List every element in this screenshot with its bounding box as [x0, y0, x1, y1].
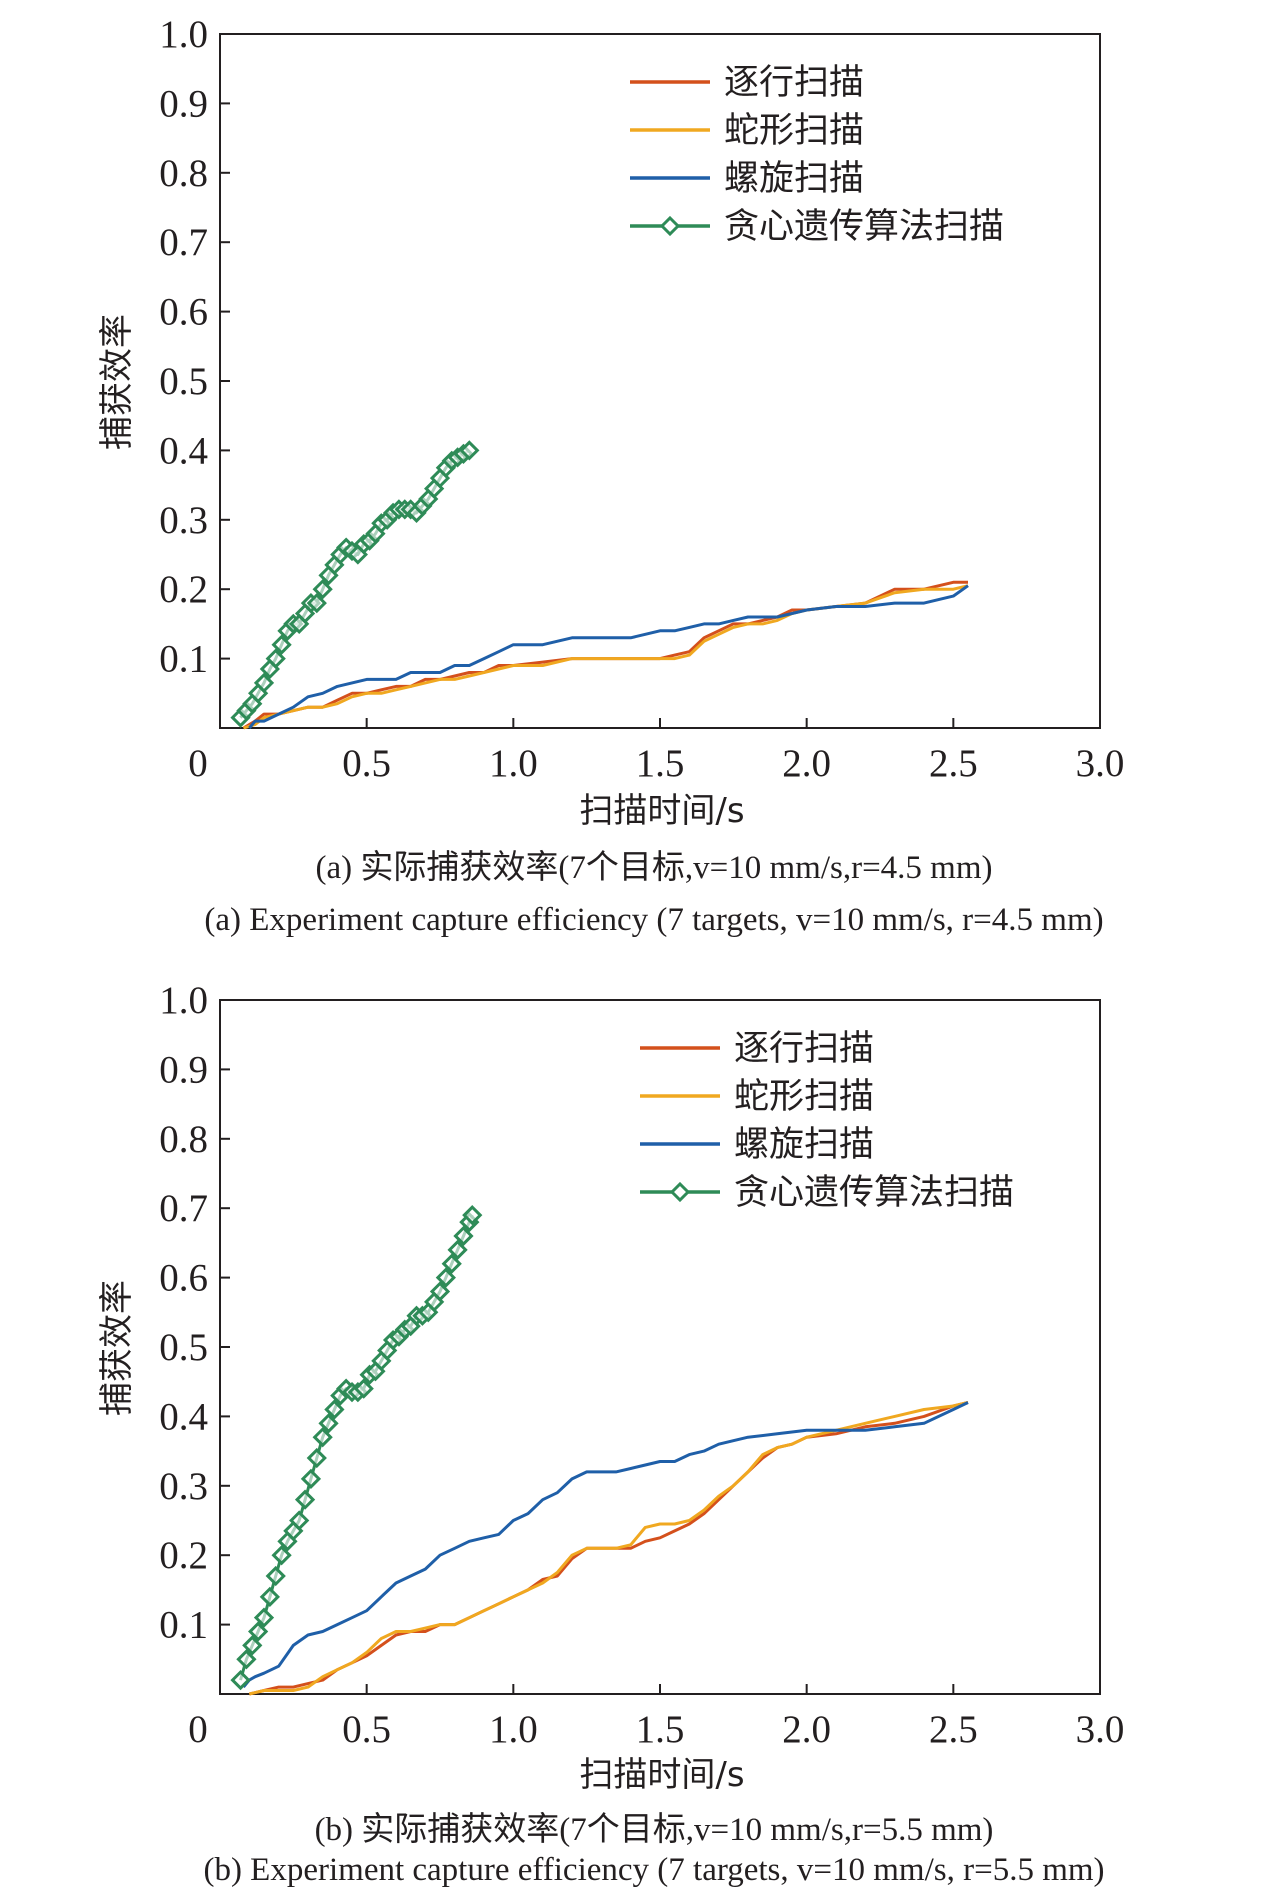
legend-label-a-0: 逐行扫描: [724, 63, 864, 103]
plot-frame-b: [219, 999, 1101, 1695]
chart-panel-b: 0 0.5 1.0 1.5 2.0 2.5 3.0 0.1 0.2 0.3 0.4 0.5 0.6 0.7…: [97, 979, 1124, 1888]
series-point-b-3-12: [300, 1468, 322, 1489]
series-point-b-3-36: [441, 1253, 462, 1274]
series-point-b-3-35: [435, 1267, 456, 1288]
y-tick-label-a-4: 0.5: [159, 360, 208, 403]
x-tick-label-a-6: 3.0: [1076, 742, 1125, 785]
y-tick-label-b-3: 0.4: [159, 1395, 208, 1438]
y-axis-label-b: 捕获效率: [97, 1280, 137, 1416]
y-axis-label-a: 捕获效率: [97, 314, 137, 450]
series-line-a-2: [248, 584, 969, 729]
y-tick-label-b-9: 1.0: [159, 979, 208, 1022]
series-point-b-3-3: [248, 1621, 269, 1642]
x-tick-label-a-3: 1.5: [636, 742, 685, 785]
x-tick-label-b-1: 0.5: [342, 1708, 391, 1751]
series-line-a-0: [242, 580, 968, 730]
y-tick-label-b-5: 0.6: [159, 1257, 208, 1300]
y-tick-label-a-8: 0.9: [159, 82, 208, 125]
x-tick-label-b-5: 2.5: [929, 1708, 978, 1751]
y-tick-label-b-4: 0.5: [159, 1326, 208, 1369]
x-tick-label-b-4: 2.0: [782, 1708, 831, 1751]
series-point-a-3-14: [312, 579, 333, 600]
y-tick-label-b-2: 0.3: [159, 1465, 208, 1508]
series-point-b-3-1: [236, 1649, 257, 1670]
series-point-b-3-16: [324, 1399, 345, 1420]
plot-area-a: 0 0.5 1.0 1.5 2.0 2.5 3.0 0.1 0.2 0.3 0.4 0.5 0.6 0.7…: [159, 13, 1124, 785]
legend-label-b-0: 逐行扫描: [734, 1029, 874, 1069]
series-point-a-3-6: [265, 648, 286, 669]
series-point-b-3-11: [294, 1489, 316, 1510]
caption-cn-a: (a) 实际捕获效率(7个目标,v=10 mm/s,r=4.5 mm): [316, 849, 993, 886]
y-tick-label-b-0: 0.1: [159, 1604, 208, 1647]
series-point-b-3-15: [318, 1413, 339, 1434]
series-point-b-3-37: [447, 1239, 468, 1260]
legend-label-b-2: 螺旋扫描: [734, 1125, 874, 1165]
legend-marker-b-3: [669, 1181, 691, 1203]
x-tick-label-a-5: 2.5: [929, 742, 978, 785]
plot-frame-a: [219, 33, 1101, 729]
y-tick-label-a-2: 0.3: [159, 499, 208, 542]
series-point-b-3-4: [253, 1607, 275, 1628]
series-point-b-3-14: [312, 1427, 333, 1448]
plot-area-b: 0 0.5 1.0 1.5 2.0 2.5 3.0 0.1 0.2 0.3 0.4 0.5 0.6 0.7…: [159, 979, 1124, 1751]
x-tick-label-b-6: 3.0: [1076, 1708, 1125, 1751]
series-point-b-3-6: [265, 1565, 286, 1587]
series-point-b-3-7: [271, 1545, 292, 1566]
x-tick-label-a-4: 2.0: [782, 742, 831, 785]
y-tick-label-a-3: 0.4: [159, 429, 208, 472]
series-point-a-3-39: [459, 440, 480, 461]
series-point-b-3-38: [453, 1225, 474, 1247]
caption-en-a: (a) Experiment capture efficiency (7 tar…: [204, 902, 1103, 938]
series-point-b-3-13: [306, 1447, 327, 1469]
series-point-b-3-2: [242, 1635, 263, 1656]
caption-en-b: (b) Experiment capture efficiency (7 tar…: [203, 1852, 1104, 1888]
x-axis-label-b: 扫描时间/s: [579, 1755, 744, 1795]
x-tick-label-b-2: 1.0: [489, 1708, 538, 1751]
y-tick-label-a-0: 0.1: [159, 638, 208, 681]
legend-label-b-3: 贪心遗传算法扫描: [734, 1173, 1014, 1213]
x-tick-label-a-0: 0: [188, 742, 208, 785]
y-tick-label-a-7: 0.8: [159, 152, 208, 195]
y-tick-label-b-7: 0.8: [159, 1118, 208, 1161]
series-point-b-3-40: [462, 1205, 483, 1226]
x-tick-label-a-1: 0.5: [342, 742, 391, 785]
series-line-b-1: [248, 1401, 969, 1696]
legend-label-a-2: 螺旋扫描: [724, 159, 864, 199]
chart-panel-a: 0 0.5 1.0 1.5 2.0 2.5 3.0 0.1 0.2 0.3 0.4 0.5 0.6 0.7…: [97, 13, 1124, 938]
x-tick-label-b-0: 0: [188, 1708, 208, 1751]
x-axis-label-a: 扫描时间/s: [579, 791, 744, 831]
y-tick-label-b-6: 0.7: [159, 1187, 208, 1230]
y-tick-label-b-8: 0.9: [159, 1048, 208, 1091]
y-tick-label-a-1: 0.2: [159, 568, 208, 611]
series-point-b-3-21: [353, 1378, 374, 1399]
legend-label-a-1: 蛇形扫描: [724, 111, 864, 151]
legend-label-a-3: 贪心遗传算法扫描: [724, 207, 1004, 247]
x-tick-label-b-3: 1.5: [636, 1708, 685, 1751]
y-tick-label-a-5: 0.6: [159, 291, 208, 334]
y-tick-label-b-1: 0.2: [159, 1534, 208, 1577]
legend-marker-a-3: [659, 215, 681, 237]
series-line-b-2: [242, 1401, 969, 1689]
caption-cn-b: (b) 实际捕获效率(7个目标,v=10 mm/s,r=5.5 mm): [315, 1811, 994, 1848]
y-tick-label-a-9: 1.0: [159, 13, 208, 56]
series-point-a-3-13: [306, 592, 327, 614]
x-tick-label-a-2: 1.0: [489, 742, 538, 785]
series-point-b-3-10: [289, 1510, 310, 1531]
series-point-a-3-7: [271, 634, 292, 655]
series-point-b-3-0: [230, 1669, 251, 1691]
y-tick-label-a-6: 0.7: [159, 221, 208, 264]
legend-label-b-1: 蛇形扫描: [734, 1077, 874, 1117]
series-point-b-3-34: [429, 1281, 451, 1302]
series-point-a-3-4: [253, 672, 275, 694]
series-point-b-3-5: [259, 1586, 280, 1607]
